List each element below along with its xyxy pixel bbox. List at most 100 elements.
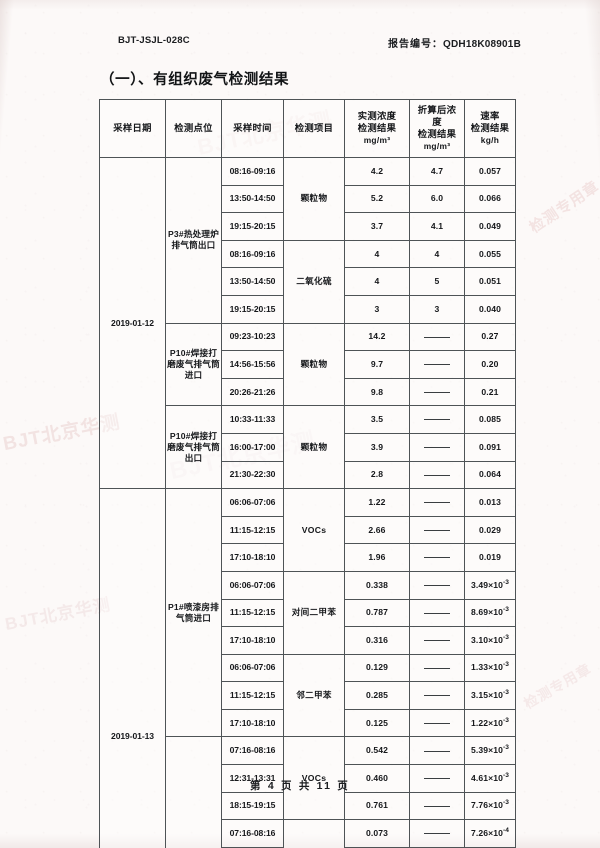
cell-converted-concentration: 4.7 [409,157,465,186]
cell-sampling-time: 08:16-09:16 [221,239,284,269]
cell-emission-rate: 0.20 [464,350,516,379]
cell-sampling-time: 09:23-10:23 [221,322,284,352]
header-test-item: 检测项目 [283,99,345,158]
cell-monitoring-point: P1#喷漆房排气筒进口 [165,488,222,738]
cell-sampling-time: 13:50-14:50 [221,267,284,296]
cell-sampling-time: 12:31-13:31 [221,764,284,793]
cell-sampling-time: 19:15-20:15 [221,294,284,324]
rate-exponent: -3 [502,606,510,614]
rate-exponent: -3 [502,716,510,724]
emission-results-table: 采样日期 检测点位 采样时间 检测项目 实测浓度 检测结果 mg/m³ 折算后浓… [99,99,516,848]
cell-sampling-time: 06:06-07:06 [221,653,284,683]
rate-exponent: -3 [502,744,510,752]
report-number: 报告编号：QDH18K08901B [388,35,521,50]
cell-measured-concentration: 5.2 [344,184,410,214]
cell-sampling-time: 17:10-18:10 [221,543,284,572]
rate-exponent: -4 [502,827,510,835]
cell-sampling-time: 11:15-12:15 [221,681,284,710]
rate-exponent: -3 [502,772,510,779]
cell-emission-rate: 0.055 [464,239,516,269]
table-row: 14:56-15:56 9.7 0.20 [100,350,516,379]
cell-sampling-time: 10:33-11:33 [221,405,284,434]
cell-converted-concentration: 4.1 [409,212,465,241]
header-line-3: 检测结果 [417,129,457,140]
header-converted-concentration: 折算后浓 度 检测结果 mg/m³ [409,99,465,158]
cell-converted-concentration [409,653,465,683]
table-row: 2019-01-12 P3#热处理炉排气筒出口 08:16-09:16 颗粒物 4.2 4… [99,156,516,490]
cell-converted-concentration [409,377,465,407]
cell-monitoring-point: P10#焊接打磨废气排气筒进口 [165,322,222,407]
cell-sampling-time: 21:30-22:30 [221,460,284,490]
cell-emission-rate: 3.15×10-3 [464,681,516,710]
table-body: 2019-01-12 P3#热处理炉排气筒出口 08:16-09:16 颗粒物 4.2 4… [99,156,516,848]
header-line-2: 度 [432,117,442,128]
cell-emission-rate: 3.49×10-3 [464,570,516,600]
rate-exponent: -3 [502,661,510,669]
cell-converted-concentration: 6.0 [409,184,465,214]
document-code: BJT-JSJL-028C [118,35,190,46]
header-line-1: 检测点位 [174,122,213,133]
cell-emission-rate: 0.019 [464,543,516,572]
cell-converted-concentration [409,432,465,462]
not-applicable-dash [424,584,450,586]
section-title: （一）、有组织废气检测结果 [100,72,290,88]
not-applicable-dash [424,833,450,835]
cell-measured-concentration: 0.129 [344,653,410,683]
header-sampling-date: 采样日期 [99,99,166,158]
cell-sampling-time: 11:15-12:15 [221,515,284,545]
cell-emission-rate: 0.049 [464,212,516,241]
rate-exponent: -3 [502,799,510,807]
not-applicable-dash [424,778,450,780]
report-number-value: QDH18K08901B [443,39,521,50]
cell-emission-rate: 0.091 [464,432,516,462]
rate-exponent: -3 [502,689,510,697]
table-row: 08:16-09:16 二氧化硫 4 4 0.055 [100,239,516,324]
header-line-1: 采样日期 [113,122,152,133]
not-applicable-dash [424,805,450,807]
cell-sampling-time: 14:56-15:56 [221,350,284,379]
cell-sampling-time: 08:16-09:16 [221,157,284,186]
cell-emission-rate: 0.21 [464,377,516,407]
table-row: 16:00-17:00 3.9 0.091 [100,432,516,462]
cell-converted-concentration [409,764,465,793]
page-footer: 第 4 页 共 11 页 [250,780,350,792]
cell-test-item: 颗粒物 [283,405,345,490]
cell-emission-rate: 0.051 [464,267,516,296]
table-row: P10#焊接打磨废气排气筒进口 09:23-10:23 颗粒物 14.2 0.27 [100,322,516,407]
table-header-row: 采样日期 检测点位 采样时间 检测项目 实测浓度 检测结果 mg/m³ 折算后浓… [99,99,516,158]
cell-emission-rate: 7.26×10-4 [464,819,516,848]
cell-converted-concentration: 5 [409,267,465,296]
cell-measured-concentration: 4 [344,239,410,269]
table-row: 11:15-12:15 0.285 3.15×10-3 [100,681,516,710]
cell-emission-rate: 5.39×10-3 [464,736,516,766]
cell-sampling-date: 2019-01-12 [99,156,166,490]
cell-measured-concentration: 0.542 [344,736,410,766]
cell-emission-rate: 3.10×10-3 [464,626,516,655]
not-applicable-dash [424,529,450,531]
rate-exponent: -3 [502,634,510,642]
not-applicable-dash [424,722,450,724]
table-row: 13:50-14:50 5.2 6.0 0.066 [100,184,516,214]
cell-sampling-time: 17:10-18:10 [221,708,284,738]
cell-monitoring-point: P10#焊接打磨废气排气筒出口 [165,405,222,490]
cell-converted-concentration [409,543,465,572]
table-row: 11:15-12:15 2.66 0.029 [100,515,516,545]
not-applicable-dash [424,667,450,669]
cell-test-item: 对间二甲苯 [283,570,345,655]
not-applicable-dash [424,391,450,393]
cell-converted-concentration [409,791,465,821]
cell-converted-concentration [409,736,465,766]
cell-measured-concentration: 1.96 [344,543,410,572]
cell-test-item: VOCs [283,488,345,572]
not-applicable-dash [424,750,450,752]
cell-monitoring-point: P3#热处理炉排气筒出口 [165,157,222,324]
cell-test-item: 颗粒物 [283,322,345,407]
cell-sampling-time: 11:15-12:15 [221,598,284,628]
not-applicable-dash [424,640,450,642]
cell-emission-rate: 7.76×10-3 [464,791,516,821]
header-line-1: 速率 [480,111,500,122]
header-line-1: 实测浓度 [357,111,397,122]
not-applicable-dash [424,336,450,338]
header-emission-rate: 速率 检测结果 kg/h [464,99,516,158]
cell-test-item: 对间二甲苯 [283,819,345,848]
